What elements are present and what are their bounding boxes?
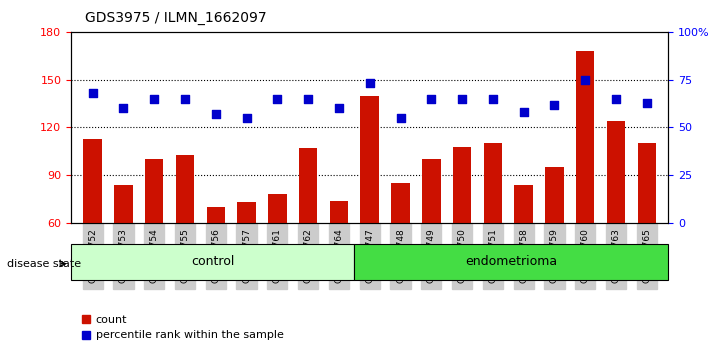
Bar — [483, 143, 502, 319]
Bar — [330, 201, 348, 319]
Bar — [268, 194, 287, 319]
Text: endometrioma: endometrioma — [465, 256, 557, 268]
Bar — [83, 139, 102, 319]
Point — [272, 96, 283, 102]
Point — [641, 100, 653, 105]
Point — [487, 96, 498, 102]
Point — [302, 96, 314, 102]
Bar — [176, 154, 194, 319]
Point — [549, 102, 560, 107]
Point — [149, 96, 160, 102]
Point — [579, 77, 591, 82]
Text: GDS3975 / ILMN_1662097: GDS3975 / ILMN_1662097 — [85, 11, 267, 25]
Point — [395, 115, 406, 121]
Bar — [114, 185, 133, 319]
Bar — [606, 121, 625, 319]
Point — [87, 90, 98, 96]
Point — [118, 105, 129, 111]
Bar — [360, 96, 379, 319]
Point — [426, 96, 437, 102]
Point — [179, 96, 191, 102]
Bar — [422, 159, 441, 319]
Point — [456, 96, 468, 102]
Bar — [515, 185, 533, 319]
Point — [241, 115, 252, 121]
Bar — [576, 51, 594, 319]
Point — [610, 96, 621, 102]
Bar — [145, 159, 164, 319]
Text: disease state: disease state — [7, 259, 81, 269]
Bar — [71, 244, 354, 280]
Bar — [638, 143, 656, 319]
Legend: count, percentile rank within the sample: count, percentile rank within the sample — [77, 310, 288, 345]
Point — [210, 111, 222, 117]
Text: control: control — [191, 256, 234, 268]
Point — [518, 109, 529, 115]
Point — [333, 105, 345, 111]
Point — [364, 81, 375, 86]
Bar — [354, 244, 668, 280]
Bar — [391, 183, 410, 319]
Bar — [453, 147, 471, 319]
Bar — [237, 202, 256, 319]
Bar — [545, 167, 564, 319]
Bar — [207, 207, 225, 319]
Bar — [299, 148, 317, 319]
